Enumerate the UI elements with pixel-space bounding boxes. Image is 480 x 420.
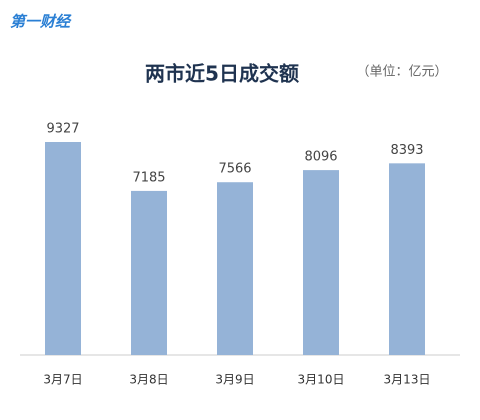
x-tick-label: 3月13日 — [384, 373, 431, 387]
chart-subtitle: （单位：亿元） — [356, 65, 447, 80]
x-tick-label: 3月9日 — [215, 373, 254, 387]
value-label: 8096 — [304, 150, 337, 165]
chart-title: 两市近5日成交额 — [145, 62, 299, 86]
value-label: 7185 — [132, 170, 165, 185]
x-tick-label: 3月10日 — [298, 373, 345, 387]
value-label: 9327 — [46, 122, 79, 137]
bar — [217, 182, 253, 355]
x-tick-label: 3月8日 — [129, 373, 168, 387]
value-label: 8393 — [390, 143, 423, 158]
bar — [45, 142, 81, 355]
x-tick-label: 3月7日 — [43, 373, 82, 387]
value-label: 7566 — [218, 162, 251, 177]
logo: 第一财经 — [10, 13, 72, 31]
bar — [389, 163, 425, 355]
bar — [131, 190, 167, 355]
bar — [303, 170, 339, 355]
